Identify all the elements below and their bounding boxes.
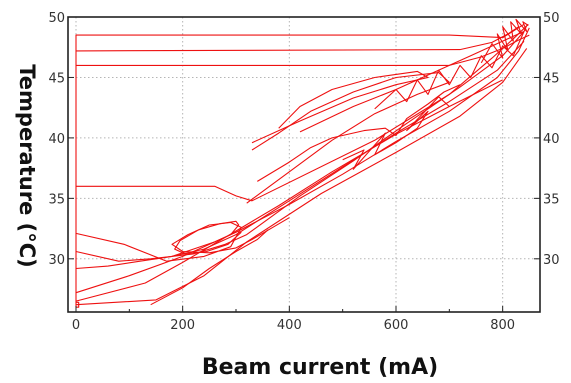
y-tick-label-right: 50 (543, 11, 560, 26)
x-tick-label: 400 (277, 318, 302, 333)
series-line-18 (257, 84, 461, 182)
y-tick-label-right: 45 (543, 71, 560, 86)
series-line-5 (75, 48, 528, 306)
y-tick-label-right: 30 (543, 253, 560, 268)
x-tick-label: 0 (72, 318, 80, 333)
y-tick-label-left: 50 (48, 11, 65, 26)
y-tick-label-left: 30 (48, 253, 65, 268)
y-tick-label-left: 45 (48, 71, 65, 86)
x-axis-label: Beam current (mA) (202, 355, 438, 380)
x-tick-label: 800 (490, 318, 515, 333)
grid-lines (68, 17, 540, 312)
data-series-group (75, 18, 530, 308)
series-line-9 (75, 31, 525, 262)
series-line-8 (75, 40, 525, 270)
plot-frame (67, 16, 541, 313)
y-tick-labels-right: 30 35 40 45 50 (543, 11, 560, 268)
y-tick-label-right: 40 (543, 132, 560, 147)
series-line-2 (75, 23, 525, 308)
series-line-11 (171, 220, 242, 257)
x-tick-label: 600 (384, 318, 409, 333)
series-line-13 (251, 70, 429, 144)
y-axis-label: Temperature (°C) (15, 64, 39, 267)
x-tick-label: 200 (170, 318, 195, 333)
series-line-7 (75, 27, 530, 294)
y-tick-label-left: 35 (48, 192, 65, 207)
axis-ticks (68, 16, 540, 312)
series-line-15 (374, 31, 525, 110)
series-line-19 (150, 229, 269, 306)
series-line-6 (75, 79, 503, 302)
series-line-3 (75, 26, 520, 52)
y-tick-labels-left: 30 35 40 45 50 (48, 11, 65, 268)
series-line-17 (342, 96, 450, 170)
y-tick-label-right: 35 (543, 192, 560, 207)
series-line-16 (480, 18, 529, 64)
x-tick-labels: 0 200 400 600 800 (72, 318, 515, 333)
series-line-10 (75, 217, 290, 262)
series-line-14 (299, 25, 528, 133)
y-tick-label-left: 40 (48, 132, 65, 147)
